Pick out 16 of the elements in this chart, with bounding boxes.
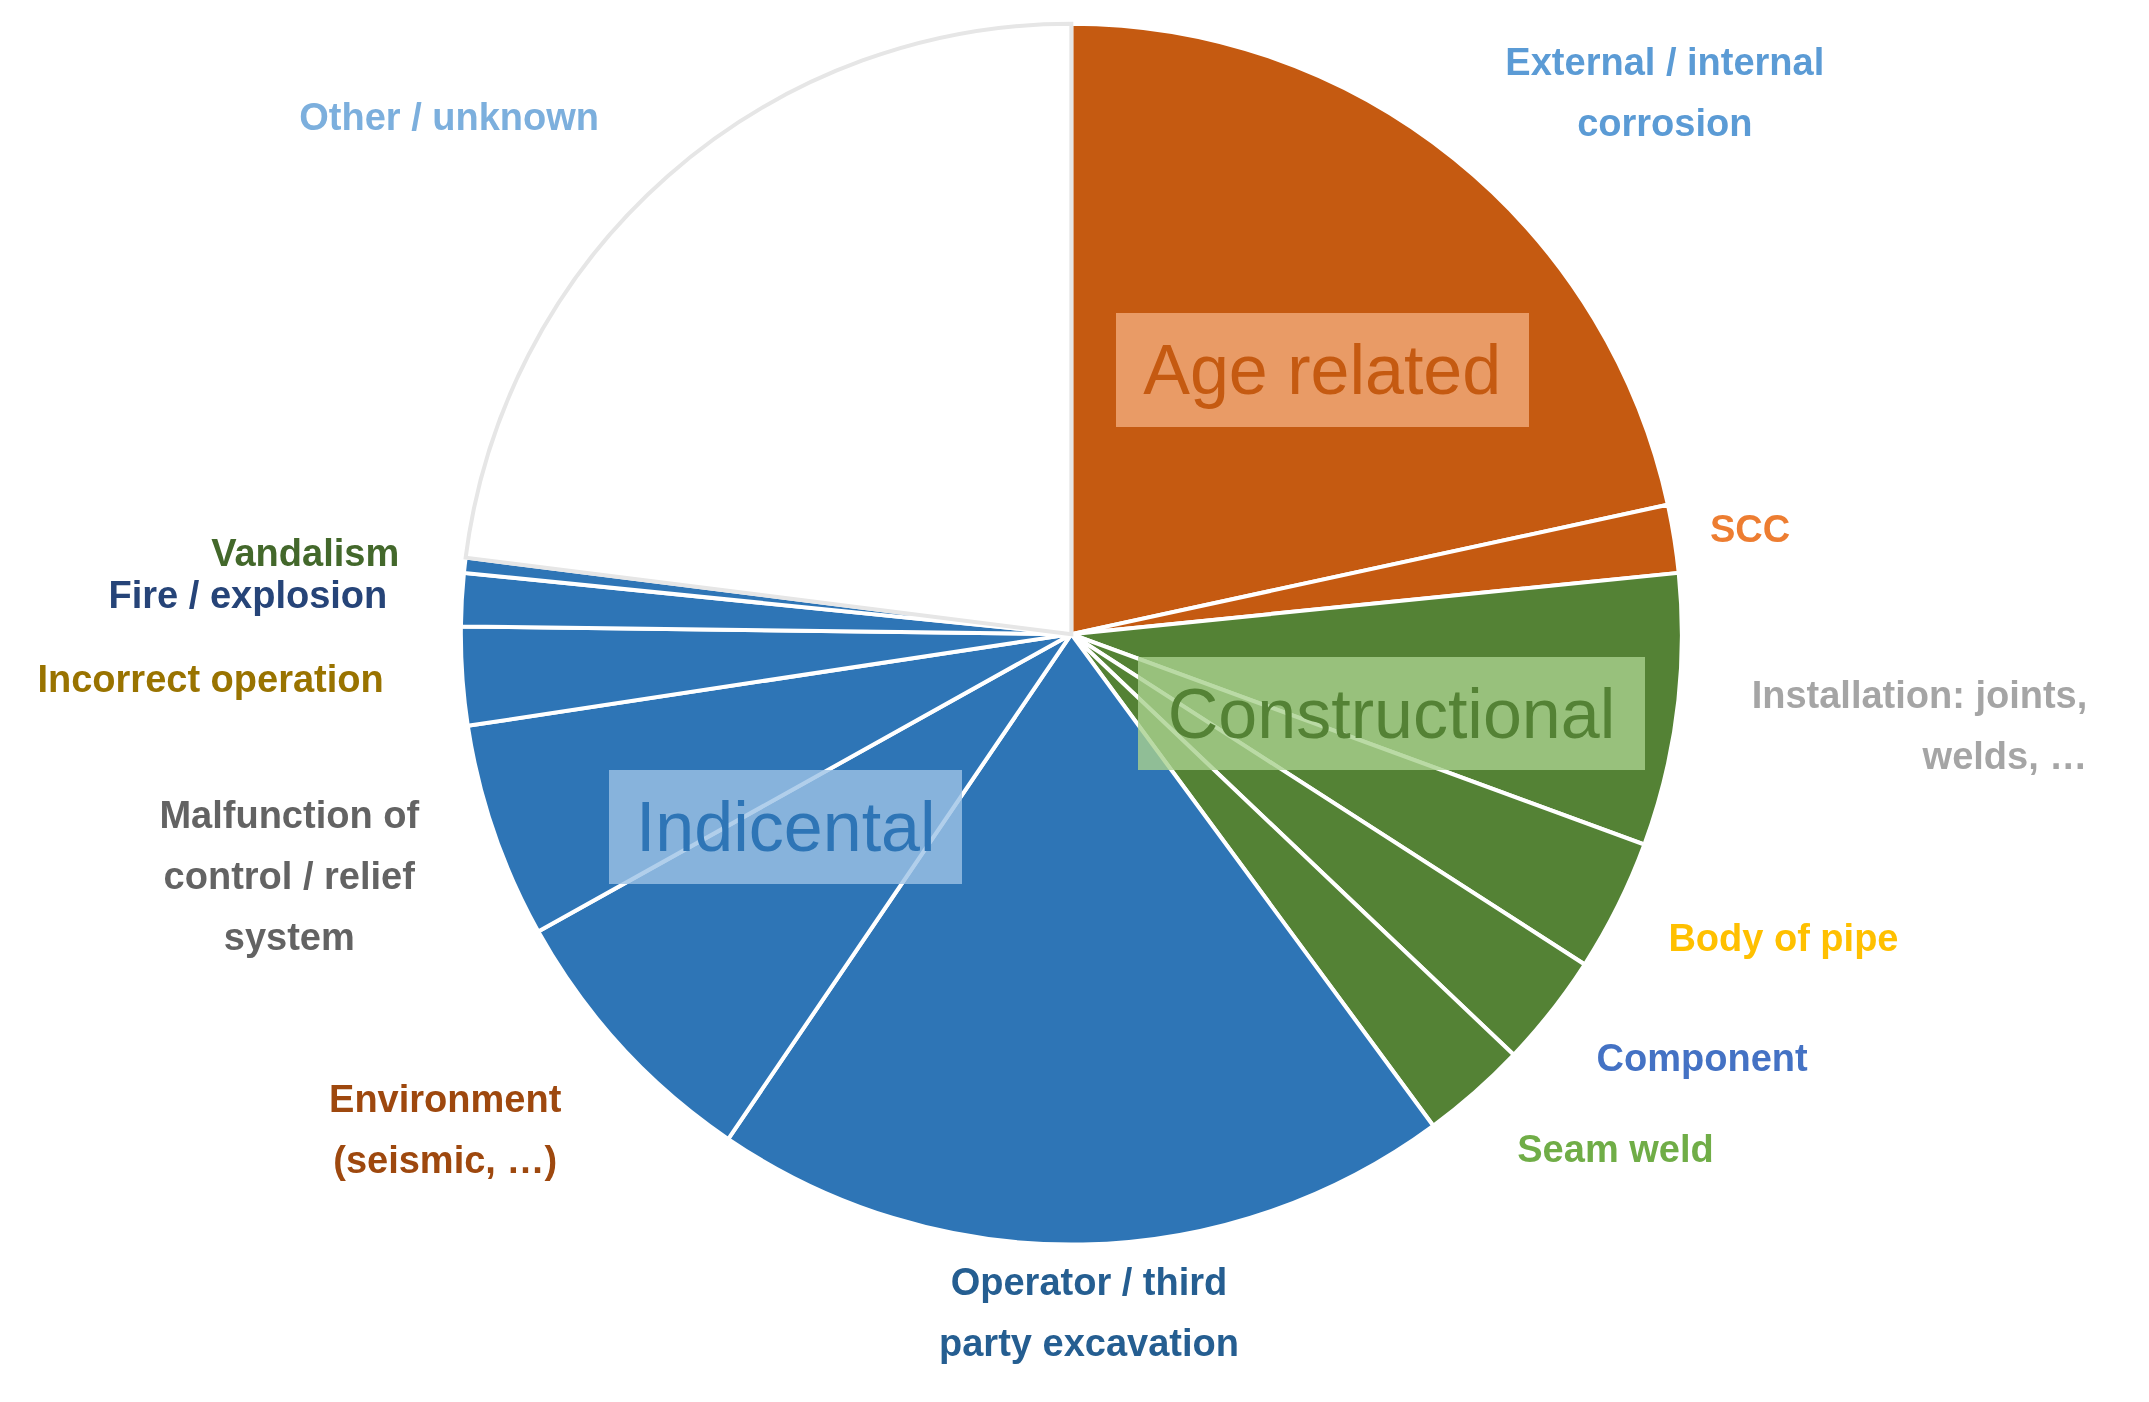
slice-label: Fire / explosion [108, 574, 388, 617]
text: Indicental [609, 770, 963, 884]
slice-label: Other / unknown [299, 95, 600, 138]
slice-label: Component [1596, 1037, 1809, 1079]
text: Constructional [1138, 657, 1645, 771]
text: Age related [1115, 313, 1529, 427]
slice-label: Environment (seismic, …) [329, 1078, 562, 1182]
slice-label: Malfunction of control / relief system [159, 794, 420, 959]
slice-label: Body of pipe [1668, 917, 1899, 960]
slice-label: Seam weld [1517, 1127, 1714, 1170]
slice-label: Installation: joints, welds, … [1751, 674, 2088, 778]
slice-label: Operator / third party excavation [939, 1260, 1239, 1364]
slice-label: Incorrect operation [37, 658, 384, 701]
slice-label: External / internal corrosion [1505, 41, 1825, 145]
slice-label: SCC [1709, 507, 1791, 550]
slice-label: Vandalism [211, 531, 400, 574]
